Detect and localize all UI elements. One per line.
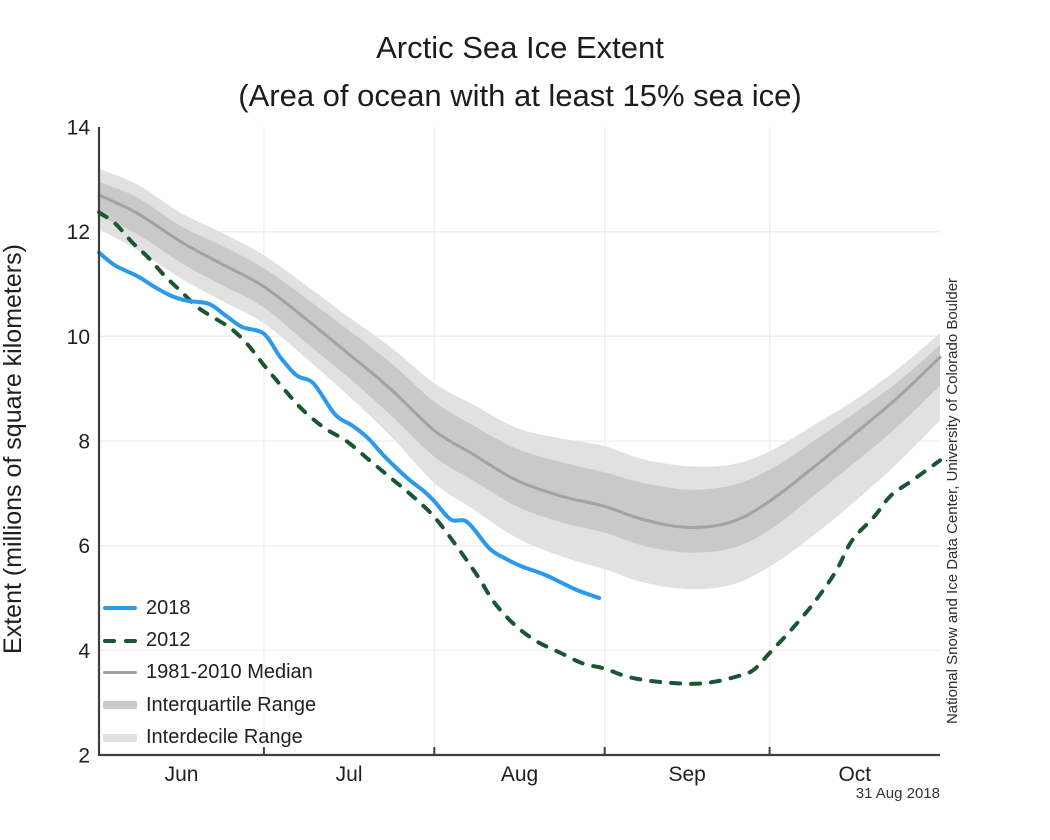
legend-swatch-thin-line [103,671,137,675]
legend-item-2012: 2012 [103,624,316,656]
series-2018-line [97,250,602,600]
chart-subtitle: (Area of ocean with at least 15% sea ice… [238,78,802,113]
series-1981-2010-median-line [97,193,942,529]
band-interdecile-range [99,168,940,590]
legend-item-2018: 2018 [103,592,316,624]
legend-item-1981-2010-median: 1981-2010 Median [103,657,316,689]
legend-swatch-dashed [103,638,137,643]
series-2012-line [97,210,942,686]
y-tick-label-12: 12 [67,221,90,244]
chart-title: Arctic Sea Ice Extent [376,30,664,65]
x-tick-label-jul: Jul [336,763,363,786]
y-tick-label-2: 2 [78,745,90,768]
x-tick-label-jun: Jun [165,763,199,786]
x-tick-label-aug: Aug [501,763,538,786]
credit-text: National Snow and Ice Data Center, Unive… [944,278,961,724]
legend-swatch-band [103,701,137,710]
range-bands [99,168,940,590]
legend: 2018 2012 1981-2010 Median Interquartile Ra… [103,592,316,754]
y-tick-label-6: 6 [78,535,90,558]
legend-swatch-band [103,733,137,742]
legend-label: 2012 [146,629,191,652]
y-tick-label-10: 10 [67,326,90,349]
legend-item-interquartile-range: Interquartile Range [103,689,316,721]
y-tick-label-14: 14 [67,117,91,140]
tick-labels: 2 4 6 8 10 12 14 Jun Jul Aug Sep Oct [67,117,872,787]
legend-label: 1981-2010 Median [146,661,313,684]
y-axis-title: Extent (millions of square kilometers) [0,244,27,654]
legend-item-interdecile-range: Interdecile Range [103,722,316,754]
y-tick-label-4: 4 [78,640,90,663]
x-tick-label-oct: Oct [838,763,871,786]
axes [97,127,940,757]
legend-label: Interquartile Range [146,693,317,716]
legend-label: 2018 [146,596,191,619]
y-tick-label-8: 8 [78,431,90,454]
legend-label: Interdecile Range [146,726,303,749]
x-tick-label-sep: Sep [669,763,706,786]
band-interquartile-range [99,182,940,553]
date-label: 31 Aug 2018 [855,785,940,802]
legend-swatch-line [103,606,137,611]
data-lines [97,193,942,686]
